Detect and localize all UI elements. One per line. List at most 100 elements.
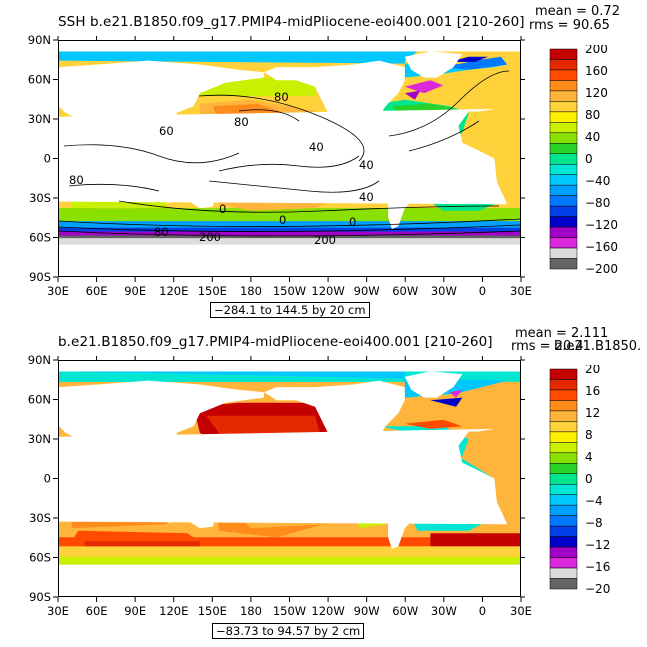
colorbar-swatch: [549, 567, 578, 579]
colorbar-swatch: [549, 379, 578, 391]
colorbar-swatch: [549, 525, 578, 537]
contour-label: 200: [199, 230, 221, 244]
labrador-purple: [404, 90, 421, 100]
colorbar-swatch: [549, 174, 578, 186]
land-namerica: [263, 60, 405, 152]
colorbar-label: 160: [585, 64, 608, 78]
x-tick-label: 90W: [354, 284, 380, 298]
map-field: [59, 361, 520, 596]
y-tick-label: 60N: [28, 393, 51, 407]
contour-line: [388, 70, 510, 137]
land-eurasia: [59, 380, 264, 472]
y-tick-label: 30N: [28, 432, 51, 446]
colorbar-swatch: [549, 546, 578, 558]
x-tick-label: 30E: [47, 604, 69, 618]
x-tick-label: 0: [479, 604, 486, 618]
nordic: [59, 371, 508, 398]
colorbar-swatch: [549, 483, 578, 495]
colorbar-swatch: [549, 101, 578, 113]
contour-line: [63, 144, 240, 164]
x-tick-label: 180: [240, 284, 262, 298]
colorbar-label: 8: [585, 428, 593, 442]
x-tick-label: 150W: [273, 604, 306, 618]
land-eurasia: [59, 60, 264, 152]
nordic-deep: [449, 56, 488, 62]
land-namerica: [263, 380, 405, 472]
labrador-magenta: [404, 80, 444, 94]
mean-label: mean = 2.111: [515, 326, 609, 341]
nordic-blue: [430, 397, 463, 407]
x-tick-label: 30W: [431, 604, 457, 618]
southern-ocean-band: [59, 227, 520, 235]
ssh-panel-bottom: b.e21.B1850.f09_g17.PMIP4-midPliocene-eo…: [0, 320, 647, 640]
contour-line: [59, 218, 520, 227]
x-tick-label: 30E: [47, 284, 69, 298]
contour-label: 0: [279, 213, 286, 227]
colorbar-swatch: [549, 536, 578, 548]
colorbar-swatch: [549, 578, 578, 590]
arctic-white: [59, 41, 520, 52]
x-tick-label: 60W: [392, 604, 418, 618]
colorbar-swatch: [549, 473, 578, 485]
colorbar-swatch: [549, 205, 578, 217]
contour-label: 40: [309, 140, 324, 154]
southern-ocean-band: [59, 221, 520, 231]
land-samerica: [379, 465, 437, 549]
contour-line: [238, 109, 300, 122]
x-tick-label: 60E: [86, 604, 108, 618]
colorbar: 20 16 12 8 4 0 −4 −8 −12 −16 −20: [549, 365, 610, 595]
colorbar-swatch: [549, 122, 578, 134]
southern-green: [59, 556, 520, 565]
y-tick-label: 90N: [28, 33, 51, 47]
contour-label: 60: [159, 124, 174, 138]
contour-line: [208, 180, 380, 193]
southern-band: [59, 537, 520, 547]
colorbar-label: 16: [585, 384, 600, 398]
colorbar-label: 120: [585, 86, 608, 100]
south-atlantic-red: [430, 533, 520, 547]
x-tick-label: 150W: [273, 284, 306, 298]
southern-ocean-band: [59, 235, 520, 240]
colorbar: 200 160 120 80 40 0 −40 −80 −120 −160 −200: [549, 45, 618, 275]
southern-ocean-band: [59, 231, 520, 237]
rms-label: rms = 20.4: [511, 339, 584, 354]
colorbar-swatch: [549, 80, 578, 92]
colorbar-label: 0: [585, 472, 593, 486]
colorbar-label: −40: [585, 174, 610, 188]
land-indonesia: [143, 472, 213, 491]
colorbar-swatch: [549, 389, 578, 401]
y-tick-label: 30S: [29, 191, 51, 205]
colorbar-swatch: [549, 195, 578, 207]
colorbar-label: 0: [585, 152, 593, 166]
land-australia: [166, 492, 217, 529]
contour-lines: [59, 70, 520, 237]
contour-line: [118, 200, 500, 213]
southern-ocean-band: [59, 208, 520, 224]
southern-yellow: [59, 546, 520, 557]
colorbar-swatch: [549, 421, 578, 433]
map-axes: 30E 60E 90E 120E 150E 180 150W 120W 90W 60W 30W 0 30…: [28, 33, 532, 298]
land-greenland: [404, 371, 463, 398]
y-tick-label: 60S: [29, 231, 51, 245]
y-tick-label: 0: [44, 472, 51, 486]
colorbar-swatch: [549, 153, 578, 165]
colorbar-swatch: [549, 111, 578, 123]
colorbar-label: 200: [585, 45, 608, 56]
contour-label: 200: [314, 233, 336, 247]
colorbar-label: −200: [585, 262, 618, 275]
colorbar-label: 20: [585, 365, 600, 376]
colorbar-swatch: [549, 557, 578, 569]
x-tick-label: 150E: [198, 284, 227, 298]
colorbar-label: 80: [585, 108, 600, 122]
y-tick-label: 30N: [28, 112, 51, 126]
colorbar-swatch: [549, 400, 578, 412]
colorbar-swatch: [549, 48, 578, 60]
colorbar-swatch: [549, 143, 578, 155]
colorbar-label: −12: [585, 538, 610, 552]
colorbar-swatch: [549, 216, 578, 228]
land-antarctica: [59, 244, 520, 276]
y-tick-label: 90S: [29, 270, 51, 284]
nordic-magenta: [449, 389, 463, 398]
contour-label: 80: [69, 173, 84, 187]
